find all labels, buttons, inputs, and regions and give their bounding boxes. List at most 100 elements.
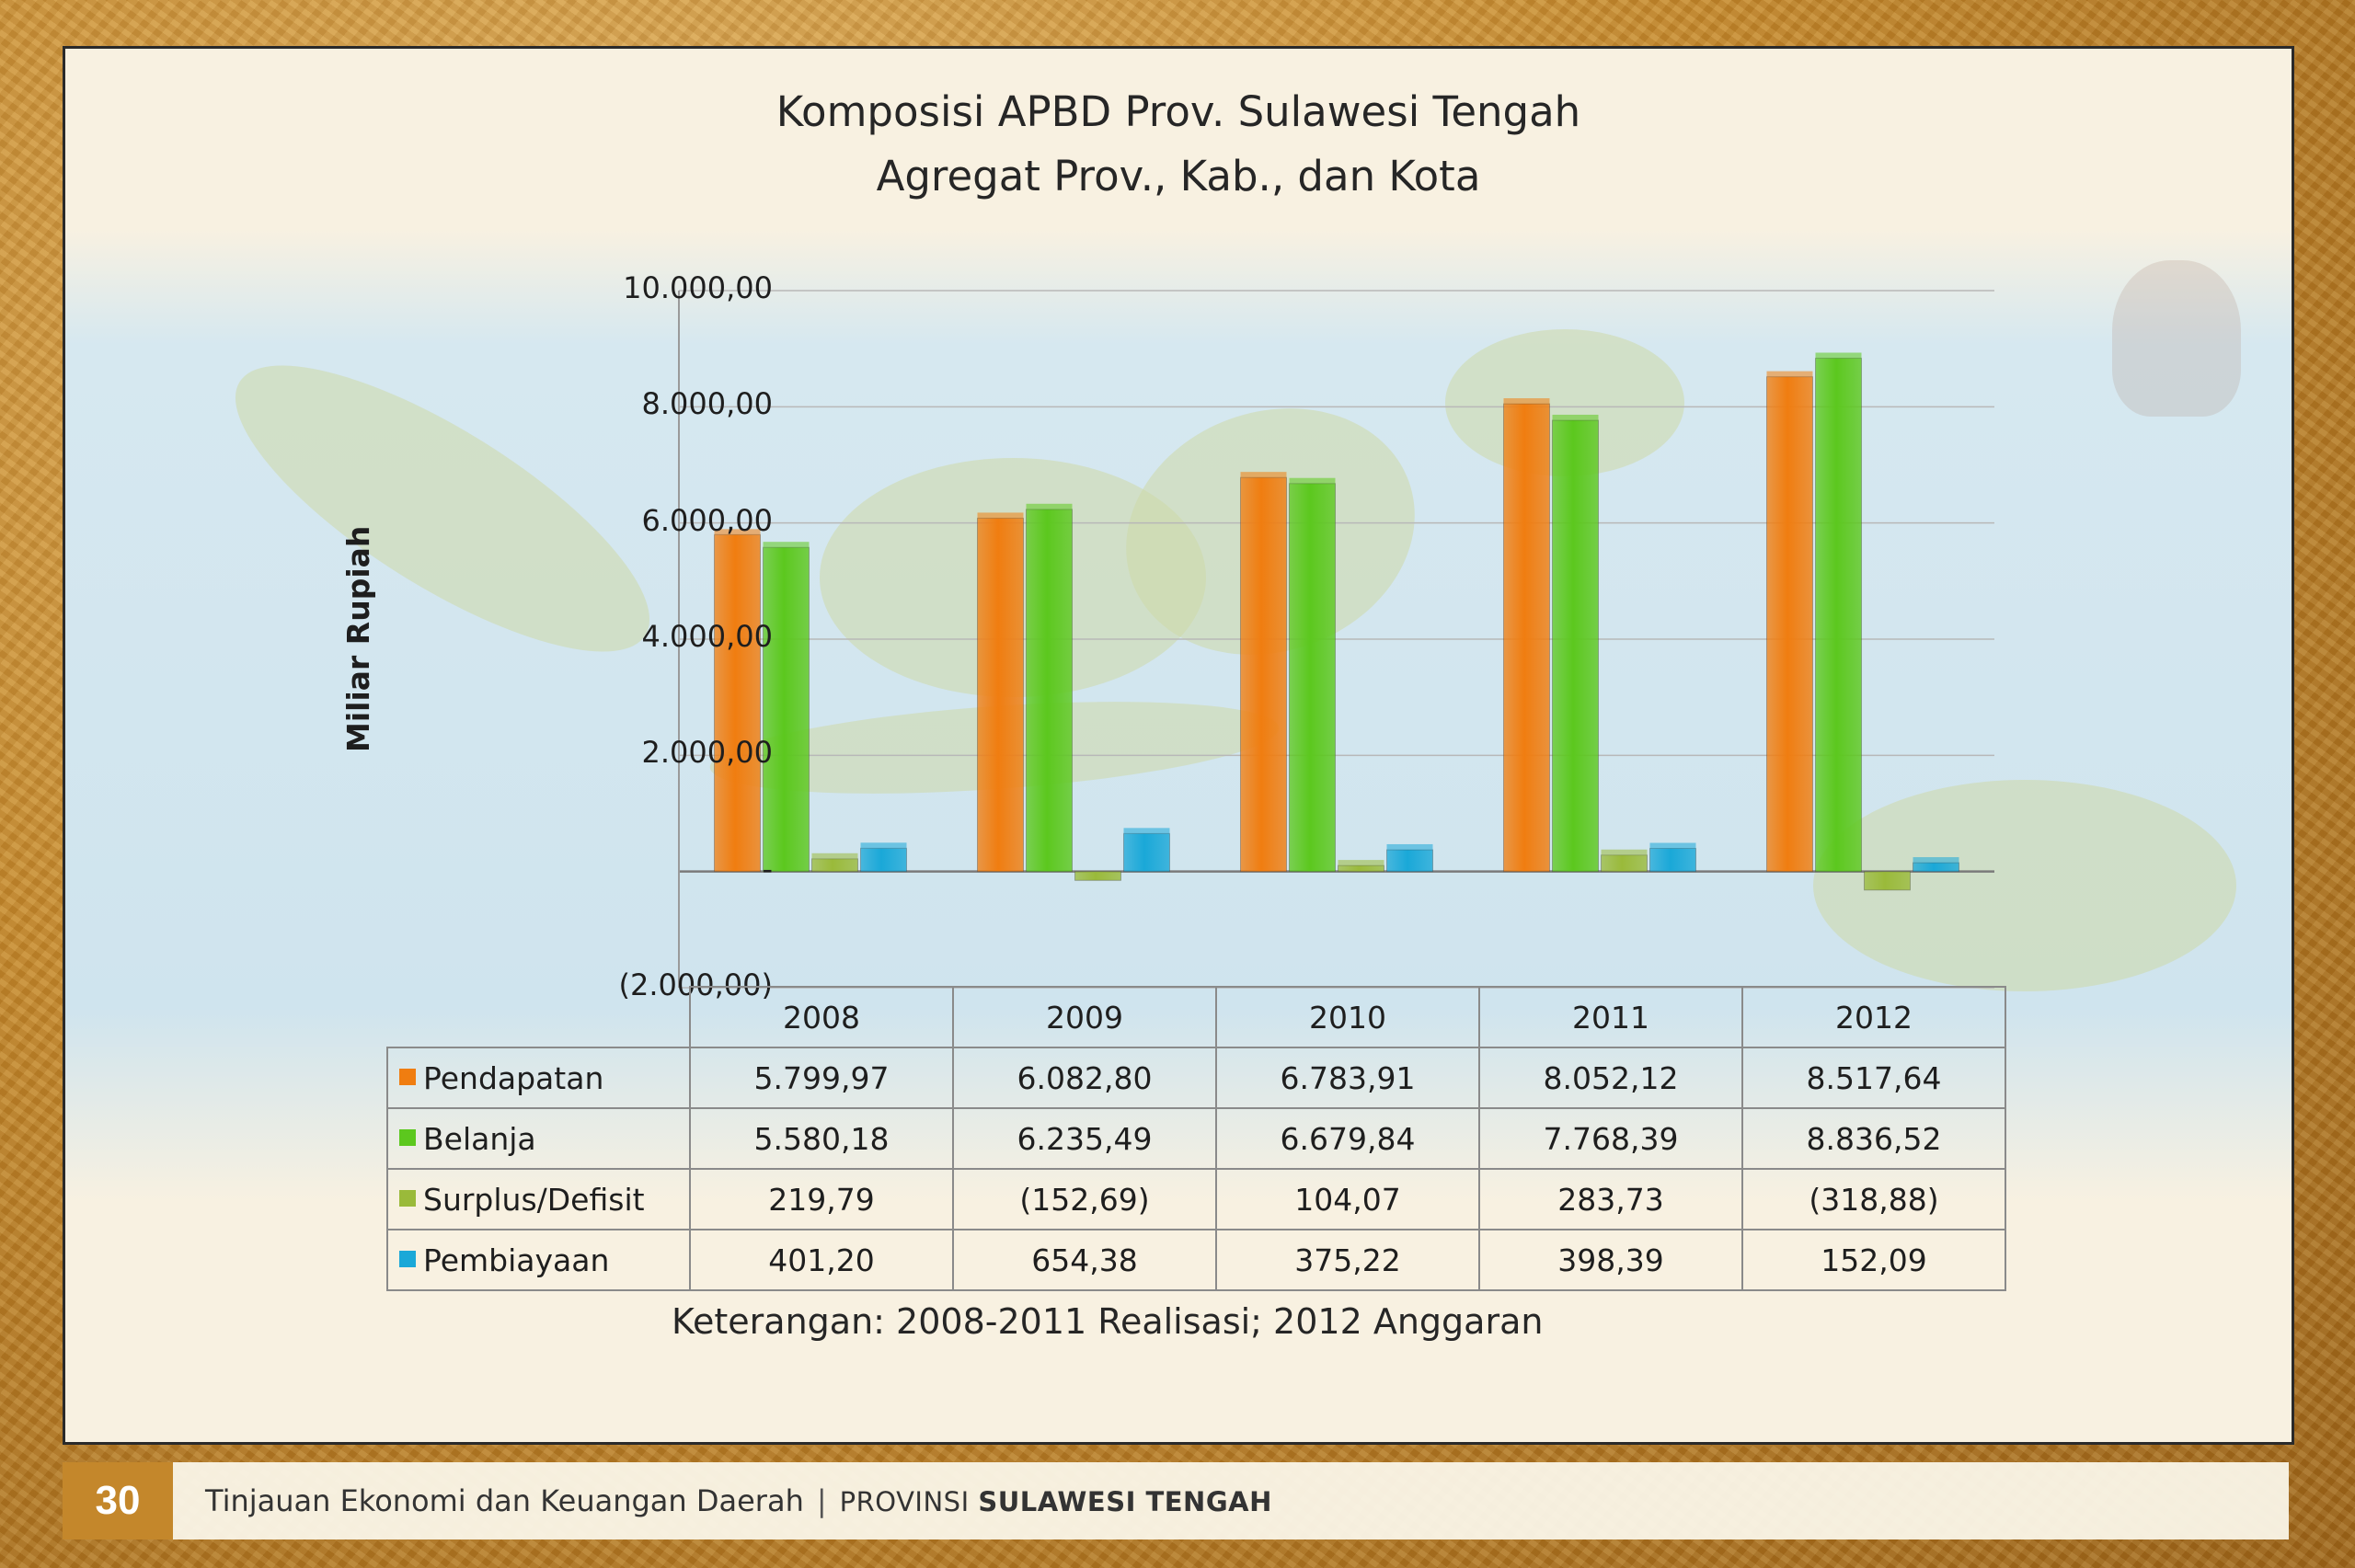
table-cell: 8.517,64	[1741, 1047, 2006, 1109]
bar-top-shade	[1649, 842, 1696, 849]
bar-pembiayaan-2010	[1386, 849, 1433, 873]
footer-province-prefix: PROVINSI	[839, 1486, 970, 1517]
bar-top-shade	[1913, 857, 1959, 864]
bar-belanja-2011	[1552, 419, 1599, 873]
table-cell: 8.052,12	[1478, 1047, 1743, 1109]
chart-note: Keterangan: 2008-2011 Realisasi; 2012 An…	[672, 1301, 1544, 1342]
table-corner	[387, 987, 690, 1047]
bar-top-shade	[977, 512, 1024, 519]
table-year-header: 2008	[689, 986, 954, 1048]
footer-province-name: SULAWESI TENGAH	[978, 1486, 1272, 1517]
bar-surplus-defisit-2010	[1338, 864, 1384, 873]
table-cell: 6.783,91	[1215, 1047, 1480, 1109]
y-axis-label-wrap: Miliar Rupiah	[340, 526, 377, 752]
table-row: Pendapatan 5.799,97 6.082,80 6.783,91 8.052,…	[386, 1047, 2006, 1109]
table-row: Surplus/Defisit 219,79 (152,69) 104,07 283,7…	[386, 1168, 2006, 1230]
table-year-header: 2011	[1478, 986, 1743, 1048]
table-cell: 152,09	[1741, 1229, 2006, 1291]
table-header-row: 2008 2009 2010 2011 2012	[387, 986, 2006, 1048]
bar-pembiayaan-2012	[1913, 862, 1959, 873]
bar-top-shade	[1123, 828, 1170, 834]
legend-label: Surplus/Defisit	[423, 1181, 645, 1218]
footer-title: Tinjauan Ekonomi dan Keuangan Daerah	[205, 1483, 804, 1518]
bar-top-shade	[1289, 477, 1336, 484]
table-cell: 5.799,97	[689, 1047, 954, 1109]
bar-surplus-defisit-2011	[1601, 854, 1648, 873]
bar-pendapatan-2010	[1240, 476, 1287, 873]
bar-top-shade	[1026, 503, 1073, 509]
bar-pendapatan-2012	[1766, 376, 1813, 873]
table-cell: (152,69)	[952, 1168, 1217, 1230]
footer-text: Tinjauan Ekonomi dan Keuangan Daerah | PRO…	[205, 1462, 1272, 1539]
table-row: Belanja 5.580,18 6.235,49 6.679,84 7.768,39 8…	[386, 1107, 2006, 1170]
table-cell: 219,79	[689, 1168, 954, 1230]
legend-swatch-icon	[399, 1129, 416, 1146]
data-table: 2008 2009 2010 2011 2012 Pendapatan 5.799,97 6…	[386, 986, 2006, 1291]
bar-top-shade	[1815, 352, 1862, 359]
legend-entry: Pendapatan	[386, 1047, 691, 1109]
y-tick-label: 4.000,00	[641, 619, 774, 654]
chart-title: Komposisi APBD Prov. Sulawesi Tengah	[775, 87, 1581, 136]
legend-swatch-icon	[399, 1251, 416, 1267]
table-year-header: 2010	[1215, 986, 1480, 1048]
bar-belanja-2012	[1815, 357, 1862, 873]
table-cell: 398,39	[1478, 1229, 1743, 1291]
bar-top-shade	[1601, 849, 1648, 855]
y-tick-label: 6.000,00	[641, 502, 774, 538]
bar-surplus-defisit-2008	[811, 858, 858, 873]
table-row: Pembiayaan 401,20 654,38 375,22 398,39 152,09	[386, 1229, 2006, 1291]
bar-pendapatan-2011	[1503, 403, 1550, 873]
bar-belanja-2009	[1026, 509, 1073, 873]
legend-swatch-icon	[399, 1069, 416, 1085]
legend-entry: Pembiayaan	[386, 1229, 691, 1291]
bar-pembiayaan-2009	[1123, 832, 1170, 873]
y-axis-label: Miliar Rupiah	[340, 525, 376, 752]
table-cell: 8.836,52	[1741, 1107, 2006, 1170]
table-year-header: 2009	[952, 986, 1217, 1048]
page-number: 30	[63, 1462, 173, 1539]
footer-province: PROVINSI SULAWESI TENGAH	[840, 1486, 1272, 1517]
legend-label: Pembiayaan	[423, 1242, 610, 1278]
bar-top-shade	[1386, 843, 1433, 850]
table-year-header: 2012	[1741, 986, 2006, 1048]
table-cell: 7.768,39	[1478, 1107, 1743, 1170]
bar-top-shade	[1766, 371, 1813, 377]
table-cell: 283,73	[1478, 1168, 1743, 1230]
bar-top-shade	[860, 842, 907, 849]
table-cell: 5.580,18	[689, 1107, 954, 1170]
bar-surplus-defisit-2009	[1074, 871, 1121, 881]
bar-top-shade	[1552, 414, 1599, 420]
legend-entry: Belanja	[386, 1107, 691, 1170]
table-cell: (318,88)	[1741, 1168, 2006, 1230]
bar-belanja-2010	[1289, 483, 1336, 873]
bar-top-shade	[1338, 860, 1384, 866]
bar-top-shade	[1240, 472, 1287, 478]
y-tick-label: 2.000,00	[641, 735, 774, 771]
bar-pembiayaan-2008	[860, 847, 907, 873]
page-footer: 30 Tinjauan Ekonomi dan Keuangan Daerah |…	[63, 1462, 2289, 1539]
table-cell: 6.082,80	[952, 1047, 1217, 1109]
legend-label: Belanja	[423, 1120, 536, 1157]
bar-pendapatan-2009	[977, 517, 1024, 873]
bar-pembiayaan-2011	[1649, 848, 1696, 873]
chart-subtitle: Agregat Prov., Kab., dan Kota	[876, 152, 1481, 200]
table-cell: 654,38	[952, 1229, 1217, 1291]
bar-top-shade	[714, 529, 761, 535]
y-tick-label: 8.000,00	[641, 386, 774, 422]
y-tick-label: 10.000,00	[623, 270, 773, 305]
bar-belanja-2008	[763, 546, 810, 873]
bar-top-shade	[811, 853, 858, 859]
bar-top-shade	[763, 542, 810, 548]
table-cell: 104,07	[1215, 1168, 1480, 1230]
table-cell: 401,20	[689, 1229, 954, 1291]
y-tick-label: -	[762, 851, 773, 887]
bar-top-shade	[1503, 398, 1550, 405]
legend-entry: Surplus/Defisit	[386, 1168, 691, 1230]
table-cell: 6.679,84	[1215, 1107, 1480, 1170]
footer-separator: |	[816, 1483, 827, 1518]
legend-label: Pendapatan	[423, 1059, 604, 1096]
bar-pendapatan-2008	[714, 533, 761, 873]
garuda-emblem-icon	[2112, 260, 2241, 417]
legend-swatch-icon	[399, 1190, 416, 1207]
